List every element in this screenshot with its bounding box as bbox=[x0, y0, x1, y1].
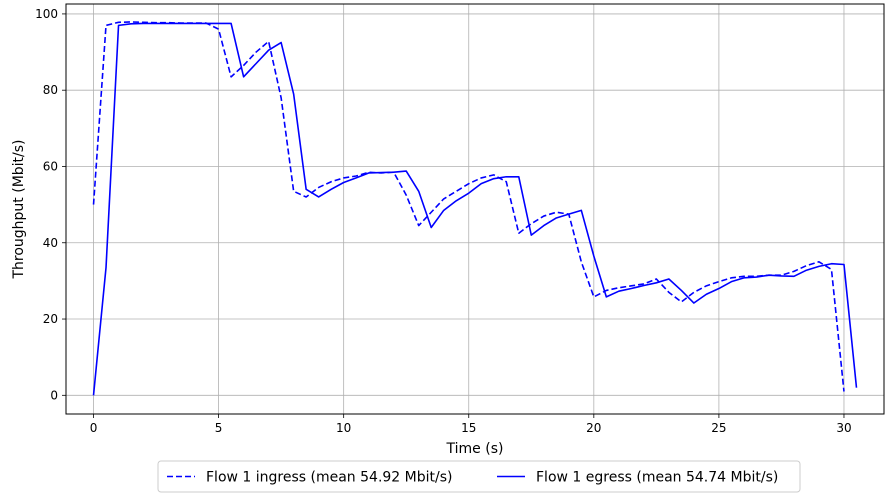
x-tick-label: 0 bbox=[90, 421, 98, 435]
y-tick-label: 40 bbox=[43, 236, 58, 250]
legend-label-ingress: Flow 1 ingress (mean 54.92 Mbit/s) bbox=[206, 470, 452, 486]
y-tick-label: 0 bbox=[50, 388, 58, 402]
series-lines bbox=[92, 21, 858, 396]
series-line-egress bbox=[92, 22, 858, 396]
y-tick-label: 100 bbox=[35, 7, 58, 21]
y-axis-label: Throughput (Mbit/s) bbox=[11, 139, 27, 279]
x-axis-label: Time (s) bbox=[446, 441, 504, 457]
x-tick-label: 25 bbox=[711, 421, 726, 435]
y-tick-label: 80 bbox=[43, 83, 58, 97]
axis-ticks: 0 5 10 15 20 25 30 0 20 40 60 80 100 bbox=[35, 7, 852, 435]
y-tick-label: 20 bbox=[43, 312, 58, 326]
x-tick-label: 10 bbox=[336, 421, 351, 435]
y-tick-label: 60 bbox=[43, 159, 58, 173]
x-tick-label: 5 bbox=[215, 421, 223, 435]
grid-lines bbox=[66, 4, 884, 414]
legend-box bbox=[157, 460, 801, 493]
x-tick-label: 15 bbox=[461, 421, 476, 435]
x-tick-label: 30 bbox=[836, 421, 851, 435]
legend: Flow 1 ingress (mean 54.92 Mbit/s) Flow … bbox=[157, 460, 801, 493]
series-line-ingress bbox=[92, 21, 845, 392]
plot-frame bbox=[65, 3, 885, 415]
x-tick-label: 20 bbox=[586, 421, 601, 435]
legend-label-egress: Flow 1 egress (mean 54.74 Mbit/s) bbox=[536, 470, 778, 486]
